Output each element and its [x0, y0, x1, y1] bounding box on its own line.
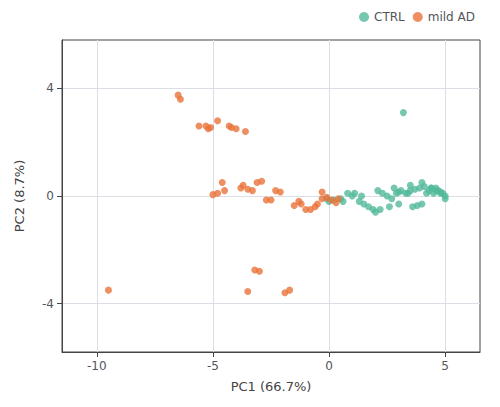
svg-text:-5: -5 — [207, 359, 219, 373]
svg-text:0: 0 — [46, 189, 54, 203]
svg-text:CTRL: CTRL — [374, 10, 405, 24]
svg-text:4: 4 — [46, 81, 54, 95]
svg-text:PC2 (8.7%): PC2 (8.7%) — [12, 160, 27, 233]
svg-text:0: 0 — [325, 359, 333, 373]
svg-text:5: 5 — [441, 359, 449, 373]
svg-text:mild AD: mild AD — [428, 10, 475, 24]
svg-text:-4: -4 — [42, 297, 54, 311]
svg-text:-10: -10 — [87, 359, 107, 373]
svg-text:PC1 (66.7%): PC1 (66.7%) — [231, 379, 312, 394]
